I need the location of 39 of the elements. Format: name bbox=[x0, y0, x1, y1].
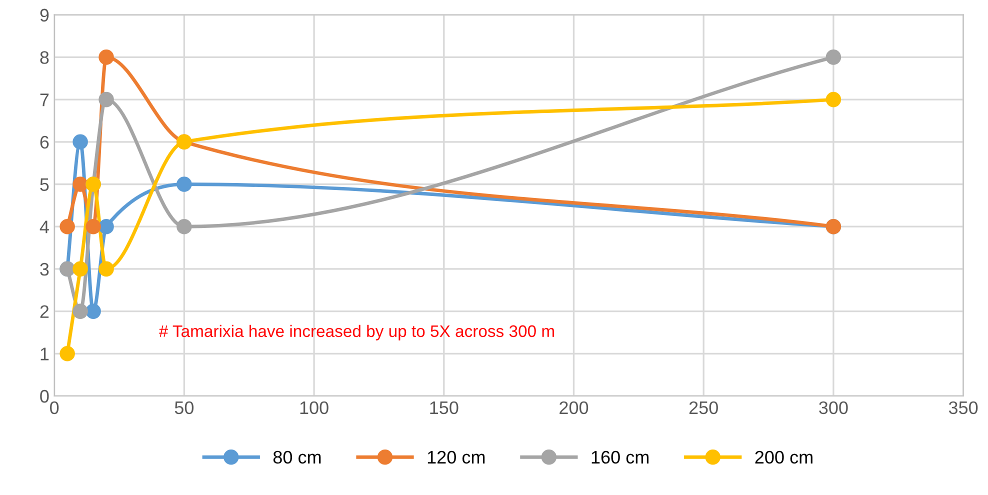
point bbox=[98, 261, 114, 277]
point bbox=[86, 218, 101, 234]
y-tick-label: 9 bbox=[40, 8, 49, 22]
legend-label: 160 cm bbox=[592, 450, 648, 464]
x-tick-label: 300 bbox=[819, 401, 848, 414]
x-tick-label: 150 bbox=[430, 401, 458, 414]
legend-label: 120 cm bbox=[428, 450, 485, 464]
x-tick-label: 250 bbox=[689, 401, 718, 414]
y-tick-label: 0 bbox=[40, 390, 49, 403]
y-tick-label: 4 bbox=[40, 220, 49, 234]
y-tick-label: 5 bbox=[40, 178, 49, 191]
y-tick-label: 8 bbox=[40, 51, 49, 64]
x-tick-label: 100 bbox=[300, 401, 328, 414]
point bbox=[98, 92, 114, 108]
x-tick-label: 0 bbox=[50, 401, 59, 414]
point bbox=[72, 134, 88, 150]
annotation: # Tamarixia have increased by up to 5X across 300 m bbox=[158, 324, 554, 340]
y-tick-label: 1 bbox=[40, 348, 49, 360]
y-tick-label: 3 bbox=[40, 262, 49, 276]
point bbox=[86, 304, 101, 319]
point bbox=[72, 176, 88, 192]
point bbox=[60, 346, 75, 362]
point bbox=[98, 50, 114, 65]
x-tick-label: 50 bbox=[174, 401, 194, 414]
y-tick-label: 2 bbox=[40, 305, 49, 318]
point bbox=[826, 50, 842, 65]
point bbox=[826, 92, 842, 108]
point bbox=[60, 218, 75, 234]
point bbox=[72, 304, 88, 319]
y-tick-label: 7 bbox=[40, 94, 49, 106]
point bbox=[98, 218, 114, 234]
point bbox=[176, 218, 192, 234]
point bbox=[176, 176, 192, 192]
legend-label: 200 cm bbox=[755, 450, 812, 464]
legend-label: 80 cm bbox=[273, 450, 321, 464]
point bbox=[72, 261, 88, 277]
y-tick-label: 6 bbox=[40, 136, 49, 149]
x-tick-label: 200 bbox=[560, 401, 588, 414]
x-tick-label: 350 bbox=[948, 401, 978, 414]
